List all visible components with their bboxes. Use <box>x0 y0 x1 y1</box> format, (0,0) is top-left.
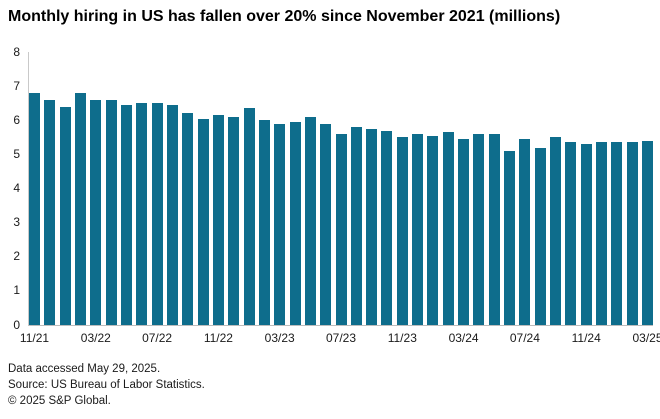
bar-10/24 <box>565 142 577 325</box>
bar-03/22 <box>90 99 102 325</box>
bar-12/24 <box>596 142 608 325</box>
bar-12/21 <box>44 99 56 325</box>
bar-10/22 <box>197 118 209 325</box>
bar-11/22 <box>212 115 224 325</box>
footer-accessed-line: Data accessed May 29, 2025. <box>8 363 161 375</box>
footer-copyright-line: © 2025 S&P Global. <box>8 395 111 407</box>
bar-02/22 <box>74 92 86 325</box>
bar-12/22 <box>228 116 240 325</box>
y-tick-label: 2 <box>13 249 20 264</box>
bar-01/22 <box>59 106 71 325</box>
bar-05/23 <box>304 116 316 325</box>
x-tick-label: 03/22 <box>80 331 111 345</box>
y-tick-label: 4 <box>13 181 20 195</box>
bar-02/23 <box>258 120 270 325</box>
x-tick-label: 03/24 <box>448 331 479 345</box>
chart-title: Monthly hiring in US has fallen over 20%… <box>8 8 561 25</box>
bar-12/23 <box>412 133 424 325</box>
bar-08/23 <box>350 127 362 325</box>
bar-11/21 <box>29 92 40 325</box>
y-tick-label: 7 <box>13 78 20 93</box>
bar-08/22 <box>166 104 178 325</box>
footer: Data accessed May 29, 2025. Source: US B… <box>8 361 205 409</box>
x-tick-label: 07/23 <box>325 331 357 345</box>
bar-01/25 <box>611 142 623 325</box>
bar-04/24 <box>473 133 485 325</box>
bar-11/23 <box>396 137 408 325</box>
bar-10/23 <box>381 130 393 325</box>
x-tick-label: 11/22 <box>203 331 233 345</box>
bar-04/23 <box>289 121 301 325</box>
y-tick-label: 8 <box>13 44 20 59</box>
bar-06/24 <box>504 150 516 325</box>
bar-02/24 <box>442 132 454 325</box>
x-tick-label: 11/23 <box>387 331 417 345</box>
bar-05/22 <box>120 104 132 325</box>
bar-11/24 <box>580 144 592 325</box>
y-tick-label: 0 <box>13 317 20 332</box>
bar-07/22 <box>151 103 163 325</box>
plot-area <box>28 52 653 326</box>
bar-07/24 <box>519 139 531 325</box>
x-tick-label: 07/22 <box>142 331 173 345</box>
y-tick-label: 3 <box>13 215 20 230</box>
bar-01/23 <box>243 108 255 325</box>
bar-08/24 <box>534 147 546 325</box>
bar-06/22 <box>136 103 148 325</box>
x-tick-label: 07/24 <box>509 331 540 345</box>
bar-04/22 <box>105 99 117 325</box>
y-tick-label: 1 <box>13 283 20 298</box>
bar-03/23 <box>274 123 286 325</box>
bar-02/25 <box>626 142 638 325</box>
y-tick-label: 5 <box>13 146 20 161</box>
bar-06/23 <box>320 123 332 325</box>
bar-09/24 <box>550 137 562 325</box>
x-tick-label: 11/24 <box>571 331 601 345</box>
bar-03/25 <box>642 140 653 325</box>
bar-07/23 <box>335 133 347 325</box>
bar-09/23 <box>366 128 378 325</box>
bar-09/22 <box>182 113 194 325</box>
bar-03/24 <box>458 139 470 325</box>
x-tick-label: 03/23 <box>264 331 295 345</box>
bar-01/24 <box>427 135 439 325</box>
x-tick-label: 03/25 <box>632 331 660 345</box>
bar-05/24 <box>488 133 500 325</box>
x-tick-label: 11/21 <box>19 331 50 345</box>
y-tick-label: 6 <box>13 112 20 127</box>
footer-source-line: Source: US Bureau of Labor Statistics. <box>8 379 205 391</box>
